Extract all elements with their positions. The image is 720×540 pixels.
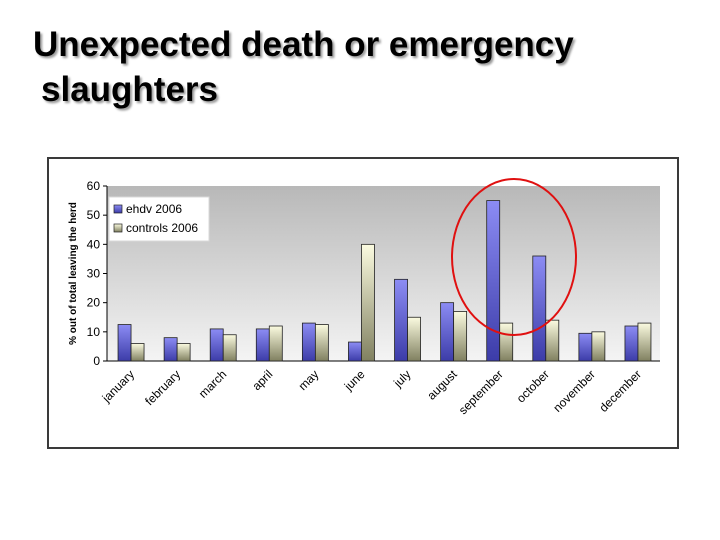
x-tick-label-may: may [296,367,322,393]
x-tick-label-june: june [341,367,368,394]
bar-ehdv-august [440,302,455,362]
legend-swatch [113,204,123,214]
y-tick-label: 40 [87,237,101,251]
bar-controls-july [407,316,421,362]
x-tick-label-september: september [456,367,506,417]
bar-ehdv-march [209,328,224,362]
x-tick-label-july: july [390,367,413,390]
bar-ehdv-november [578,332,593,362]
x-tick-label-january: january [99,367,137,405]
y-tick-label: 10 [87,325,101,339]
x-tick-label-february: february [142,367,183,408]
x-tick-label-august: august [424,367,460,403]
bar-controls-april [268,325,283,362]
y-tick-label: 50 [87,208,101,222]
bar-ehdv-july [394,278,408,362]
x-tick-label-april: april [249,367,275,393]
legend-swatch [113,223,123,233]
bar-ehdv-may [301,322,316,362]
legend-label: controls 2006 [126,221,198,235]
bar-controls-march [222,334,237,362]
x-tick-label-march: march [196,367,229,400]
bar-ehdv-december [624,325,639,362]
bar-controls-may [314,324,329,362]
x-tick-label-november: november [550,367,598,415]
bar-controls-november [591,331,606,362]
highlight-circle [451,178,577,336]
legend-label: ehdv 2006 [126,202,182,216]
bar-controls-june [361,243,375,362]
bar-ehdv-february [163,337,178,362]
chart-frame: 0 10 20 30 40 50 60 % out of total leaving the … [47,157,679,449]
bar-controls-december [637,322,652,362]
x-tick-label-december: december [596,367,644,415]
bar-controls-february [176,343,191,362]
slide-title: Unexpected death or emergency slaughters [33,22,693,112]
bar-controls-august [453,311,468,362]
bar-ehdv-january [117,324,132,362]
y-tick-label: 0 [93,354,100,368]
y-tick-label: 20 [87,296,101,310]
bar-controls-january [130,343,145,362]
bar-chart: 0 10 20 30 40 50 60 % out of total leaving the … [68,179,660,417]
x-tick-label-october: october [514,367,552,405]
bar-controls-october [545,319,560,362]
bar-ehdv-april [255,328,270,362]
slide-title-line2: slaughters [41,70,218,109]
legend-box [108,196,210,242]
y-tick-label: 30 [87,267,101,281]
y-tick-label: 60 [87,179,101,193]
y-axis-title: % out of total leaving the herd [68,202,79,345]
slide-title-line1: Unexpected death or emergency [33,25,574,64]
bar-ehdv-june [348,341,362,362]
